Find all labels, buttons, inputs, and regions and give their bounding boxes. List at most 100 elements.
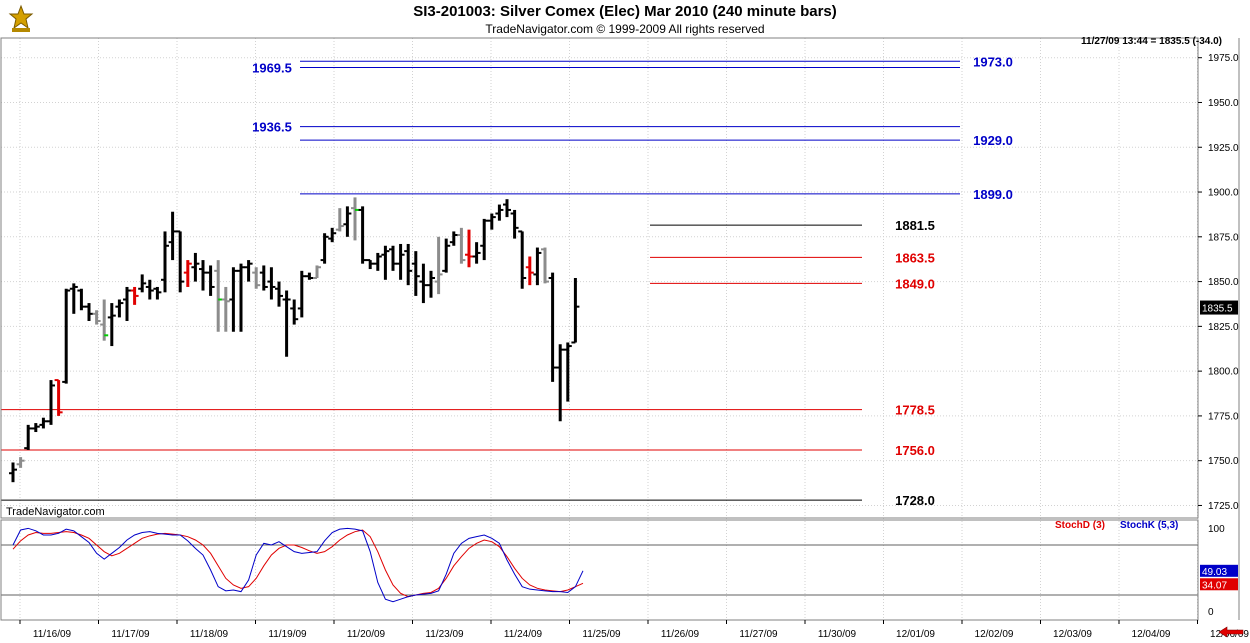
level-label: 1929.0	[973, 133, 1013, 148]
ohlc-bar	[480, 218, 489, 261]
ohlc-bar	[69, 283, 78, 314]
ohlc-bar	[427, 270, 435, 298]
trade-navigator-logo-icon[interactable]	[6, 4, 36, 34]
ohlc-bar	[305, 272, 314, 280]
stochastic-panel: 100 0 49.03 34.07	[1, 524, 1238, 618]
x-tick-label: 11/24/09	[504, 629, 543, 640]
y-tick-label: 1875.0	[1208, 232, 1239, 243]
x-tick-label: 11/25/09	[582, 629, 621, 640]
ohlc-bar	[563, 342, 572, 402]
ohlc-bar	[85, 303, 93, 321]
ohlc-bar	[411, 251, 420, 296]
stochk-last-label: 49.03	[1202, 567, 1227, 578]
ohlc-bar	[503, 199, 511, 218]
ohlc-bar	[343, 206, 352, 237]
ohlc-bar	[328, 227, 337, 243]
ohlc-bar	[123, 286, 131, 321]
x-tick-label: 11/16/09	[33, 629, 72, 640]
level-label: 1728.0	[895, 493, 935, 508]
ohlc-bar	[525, 256, 534, 286]
ohlc-bar	[487, 213, 496, 230]
ohlc-bar	[138, 274, 147, 293]
ohlc-bar	[442, 238, 451, 273]
ohlc-bar	[419, 263, 428, 304]
ohlc-bar	[62, 288, 71, 384]
ohlc-bar	[206, 265, 215, 296]
ohlc-bar	[358, 206, 367, 264]
x-tick-label: 12/06/09	[1210, 629, 1249, 640]
y-tick-label: 1775.0	[1208, 411, 1239, 422]
ohlc-bar	[237, 263, 245, 332]
level-label: 1969.5	[252, 61, 292, 76]
y-tick-label: 1900.0	[1208, 188, 1239, 199]
ohlc-bar	[39, 417, 48, 429]
chart-title: SI3-201003: Silver Comex (Elec) Mar 2010…	[413, 3, 837, 20]
stochd-line	[12, 529, 584, 598]
ohlc-bar	[214, 260, 223, 332]
ohlc-bar	[130, 286, 139, 305]
ohlc-bar	[244, 260, 253, 282]
ohlc-bar	[183, 260, 192, 287]
level-label: 1936.5	[252, 120, 292, 135]
level-label: 1863.5	[895, 250, 935, 265]
scroll-right-arrow-icon[interactable]	[1217, 626, 1245, 638]
chart-subtitle: TradeNavigator.com © 1999-2009 All right…	[485, 22, 765, 36]
last-price-box	[1200, 300, 1238, 315]
x-tick-label: 11/20/09	[347, 629, 386, 640]
ohlc-bar	[373, 252, 382, 271]
axes: 11/16/09 11/17/09 11/18/09 11/19/09 11/20/09…	[0, 37, 1249, 640]
ohlc-bar	[335, 208, 344, 232]
x-tick-label: 11/23/09	[425, 629, 464, 640]
ohlc-bar	[9, 462, 17, 483]
x-tick-label: 12/01/09	[896, 629, 935, 640]
y-tick-label: 1925.0	[1208, 143, 1239, 154]
ohlc-bar	[47, 380, 55, 425]
ohlc-bar	[297, 270, 306, 318]
ohlc-bar	[404, 243, 413, 286]
price-readout: 11/27/09 13:44 = 1835.5 (-34.0)	[1081, 36, 1222, 47]
x-tick-label: 12/04/09	[1132, 629, 1171, 640]
stoch-tick-label: 0	[1208, 607, 1214, 618]
x-tick-label: 12/02/09	[975, 629, 1014, 640]
ohlc-bar	[290, 299, 299, 325]
ohlc-bar	[533, 247, 542, 286]
y-tick-label: 1975.0	[1208, 53, 1239, 64]
level-label: 1881.5	[895, 218, 935, 233]
ohlc-bar	[571, 278, 580, 344]
y-tick-label: 1800.0	[1208, 367, 1239, 378]
ohlc-bar	[176, 230, 185, 293]
ohlc-bar	[472, 242, 481, 264]
ohlc-bar	[389, 245, 397, 271]
ohlc-bar	[199, 260, 207, 291]
ohlc-bar	[275, 281, 283, 307]
legend-stochd: StochD (3)	[1055, 520, 1105, 531]
price-bars	[9, 197, 580, 483]
ohlc-bar	[510, 209, 519, 239]
ohlc-bar	[161, 231, 169, 293]
ohlc-bar	[396, 243, 405, 280]
ohlc-bar	[115, 299, 124, 318]
ohlc-bar	[313, 265, 321, 279]
ohlc-bar	[31, 423, 40, 433]
ohlc-bar	[92, 310, 101, 325]
y-tick-label: 1850.0	[1208, 277, 1239, 288]
ohlc-bar	[518, 230, 527, 289]
ohlc-bar	[24, 424, 33, 450]
ohlc-bar	[434, 236, 443, 295]
y-tick-label: 1750.0	[1208, 456, 1239, 467]
stochk-line	[12, 527, 584, 603]
level-label: 1778.5	[895, 403, 935, 418]
ohlc-bar	[267, 267, 276, 300]
x-tick-label: 11/19/09	[268, 629, 307, 640]
last-price-label: 1835.5	[1202, 304, 1233, 315]
chart-grid	[1, 38, 1198, 620]
ohlc-bar	[541, 247, 549, 284]
level-label: 1899.0	[973, 187, 1013, 202]
ohlc-bar	[465, 229, 473, 268]
x-tick-label: 11/27/09	[739, 629, 778, 640]
level-label: 1849.0	[895, 276, 935, 291]
ohlc-bar	[229, 267, 238, 332]
y-tick-label: 1950.0	[1208, 98, 1239, 109]
watermark: TradeNavigator.com	[6, 506, 105, 518]
